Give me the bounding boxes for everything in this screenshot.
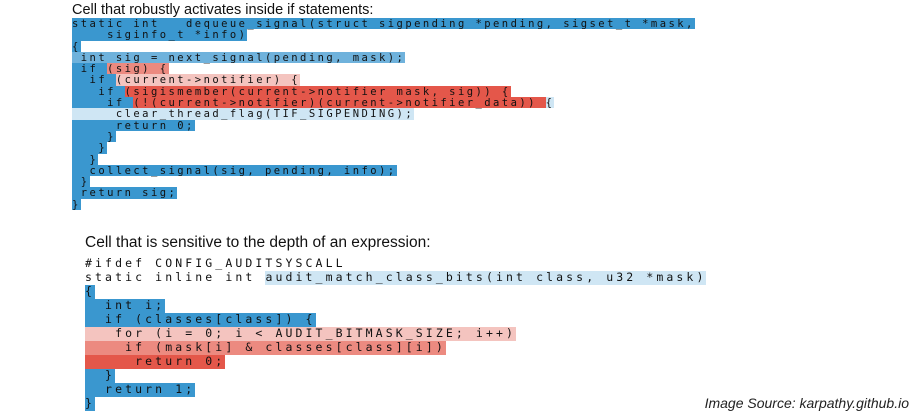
code-token: return sig; xyxy=(72,187,178,200)
code-line: } xyxy=(72,198,695,211)
code-token: siginfo_t *info) xyxy=(72,29,248,42)
code-token: (sig) { xyxy=(107,63,169,76)
code-line: int sig = next_signal(pending, mask); xyxy=(72,51,695,64)
code-line: return 0; xyxy=(85,354,706,369)
code-line: if (sig) { xyxy=(72,63,695,76)
section1-title: Cell that robustly activates inside if s… xyxy=(72,2,374,18)
code-block-2: #ifdef CONFIG_AUDITSYSCALL static inline … xyxy=(85,256,707,411)
code-token: return 0; xyxy=(72,119,195,132)
code-token: static inline int xyxy=(85,270,266,284)
code-line: static int __dequeue_signal(struct sigpe… xyxy=(72,18,695,30)
code-line: if (classes[class]) { xyxy=(85,312,706,327)
code-token: int i; xyxy=(85,298,166,313)
code-line: } xyxy=(72,130,695,143)
code-token: if (mask[i] & classes[class][i]) xyxy=(85,340,446,355)
code-line: } xyxy=(72,142,695,155)
code-token: if xyxy=(72,74,116,87)
code-line: if (!(current->notifier)(current->notifi… xyxy=(72,97,695,110)
code-line: } xyxy=(72,176,695,189)
code-token: } xyxy=(85,368,116,383)
code-token: static int __dequeue_signal(struct sigpe… xyxy=(72,18,695,30)
code-line: int i; xyxy=(85,298,706,313)
code-token: if (classes[class]) { xyxy=(85,312,316,327)
code-block-1: static int __dequeue_signal(struct sigpe… xyxy=(72,18,695,211)
image-source-caption: Image Source: karpathy.github.io xyxy=(704,395,909,411)
code-line: if (mask[i] & classes[class][i]) xyxy=(85,340,706,355)
code-token: clear_thread_flag(TIF_SIGPENDING); xyxy=(72,108,415,121)
code-line: static inline int audit_match_class_bits… xyxy=(85,270,707,285)
code-token: (current->notifier) { xyxy=(115,74,301,87)
code-token: { xyxy=(545,97,555,110)
code-line: } xyxy=(72,153,695,166)
code-token: return 1; xyxy=(85,382,196,397)
code-line: { xyxy=(85,284,706,299)
code-token: { xyxy=(85,284,96,299)
code-token: (!(current->notifier)(current->notifier_… xyxy=(133,97,546,110)
code-line: { xyxy=(72,40,695,53)
code-token: } xyxy=(72,198,81,211)
code-token: } xyxy=(72,130,116,143)
code-line: clear_thread_flag(TIF_SIGPENDING); xyxy=(72,108,695,121)
code-token: audit_match_class_bits(int class, u32 *m… xyxy=(265,270,707,285)
code-token: } xyxy=(72,153,99,166)
code-token: if xyxy=(72,85,125,98)
code-line: collect_signal(sig, pending, info); xyxy=(72,164,695,177)
code-token: for (i = 0; i < AUDIT_BITMASK_SIZE; i++) xyxy=(85,326,517,341)
code-token: if xyxy=(72,97,134,110)
code-line: for (i = 0; i < AUDIT_BITMASK_SIZE; i++) xyxy=(85,326,706,341)
code-line: if (current->notifier) { xyxy=(72,74,695,87)
code-token: collect_signal(sig, pending, info); xyxy=(72,164,397,177)
section2-title: Cell that is sensitive to the depth of a… xyxy=(85,234,431,251)
code-line: return 0; xyxy=(72,119,695,132)
code-line: siginfo_t *info) xyxy=(72,29,695,42)
code-token: if xyxy=(72,63,108,76)
code-line: } xyxy=(85,396,706,411)
code-line: return 1; xyxy=(85,382,706,397)
code-line: } xyxy=(85,368,706,383)
code-line: return sig; xyxy=(72,187,695,200)
code-line: if (sigismember(current->notifier_mask, … xyxy=(72,85,695,98)
code-token: } xyxy=(85,396,96,411)
code-token: (sigismember(current->notifier_mask, sig… xyxy=(124,85,511,98)
code-line: #ifdef CONFIG_AUDITSYSCALL xyxy=(85,256,706,270)
code-token: return 0; xyxy=(85,354,226,369)
code-token: } xyxy=(72,176,90,189)
code-token: { xyxy=(72,40,81,53)
code-token: #ifdef CONFIG_AUDITSYSCALL xyxy=(85,256,346,270)
code-token: int sig = next_signal(pending, mask); xyxy=(72,51,406,64)
code-token: } xyxy=(72,142,108,155)
